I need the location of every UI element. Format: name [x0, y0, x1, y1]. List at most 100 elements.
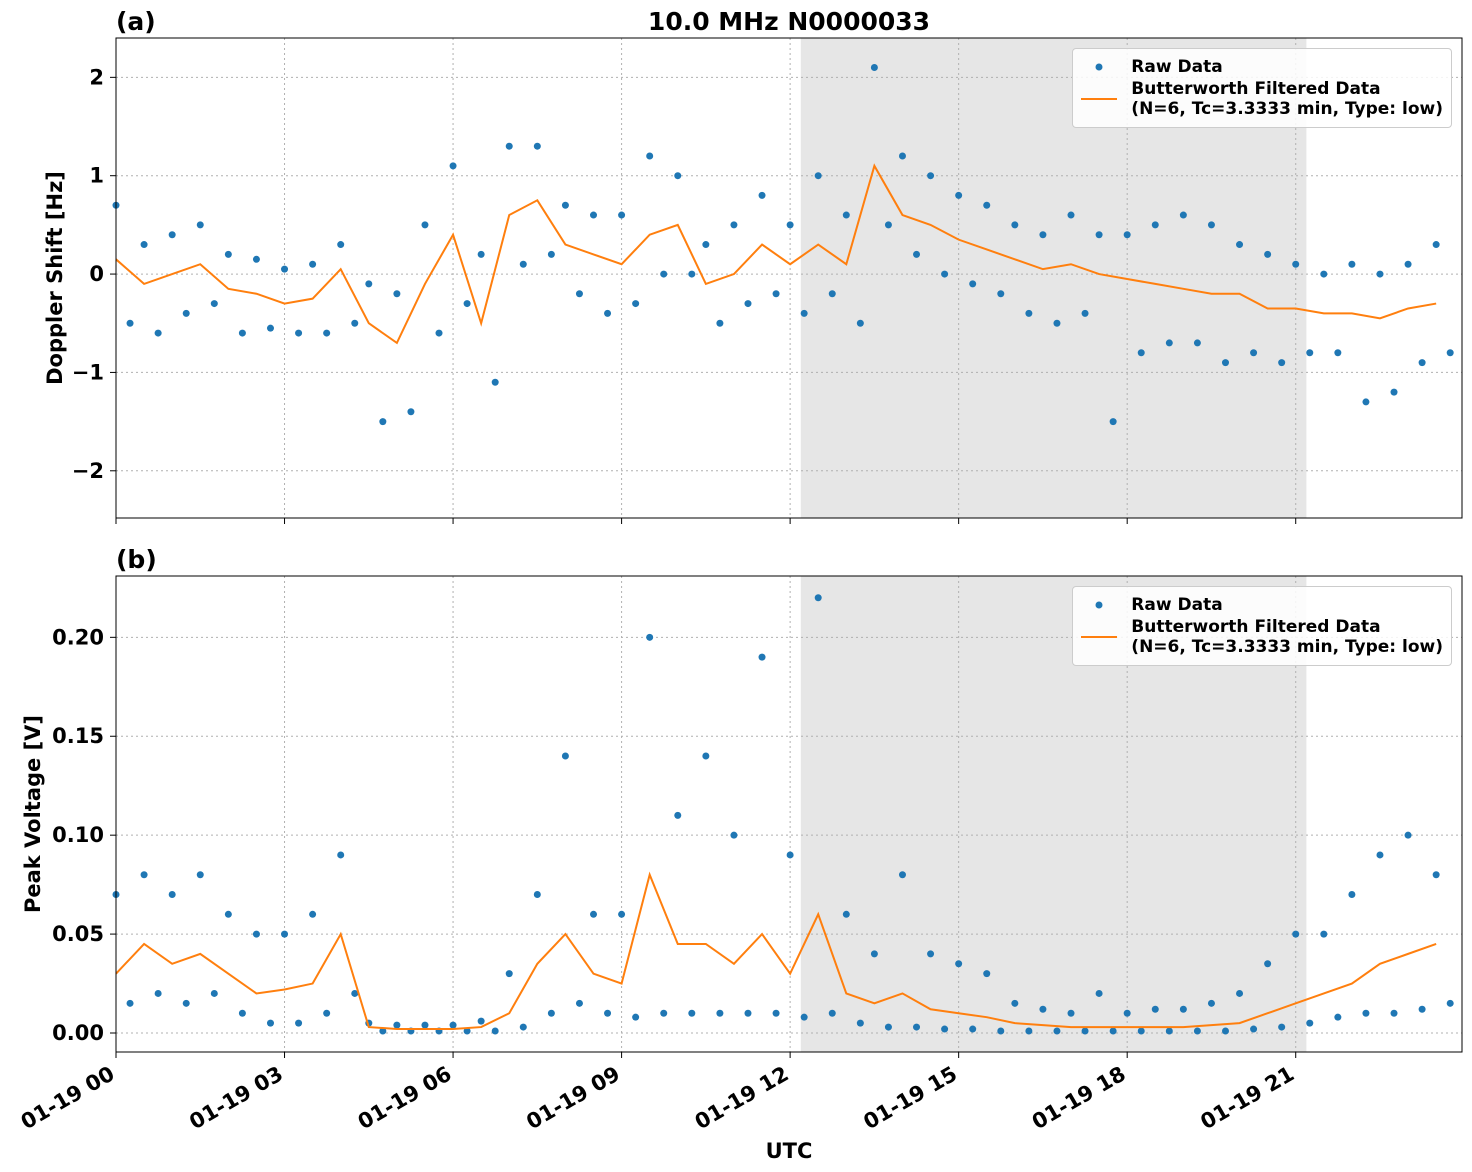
raw-point [1025, 1027, 1033, 1035]
raw-point [1404, 831, 1412, 839]
y-tick-label: 0.20 [52, 625, 104, 649]
raw-point [505, 142, 513, 150]
raw-point [224, 250, 232, 258]
raw-point [632, 1013, 640, 1021]
raw-point [252, 255, 260, 263]
raw-point [351, 989, 359, 997]
raw-point [126, 319, 134, 327]
raw-point [1432, 871, 1440, 879]
raw-point [1137, 1027, 1145, 1035]
raw-point [561, 752, 569, 760]
raw-point [1236, 241, 1244, 249]
raw-point [1418, 1005, 1426, 1013]
x-tick-label: 01-19 15 [859, 1062, 961, 1135]
raw-point [1236, 989, 1244, 997]
x-tick-label: 01-19 21 [1196, 1062, 1298, 1135]
raw-point [997, 290, 1005, 298]
raw-point [913, 1023, 921, 1031]
raw-point [997, 1027, 1005, 1035]
raw-point [393, 1021, 401, 1029]
legend-marker [1095, 601, 1103, 609]
raw-point [1292, 260, 1300, 268]
raw-point [842, 910, 850, 918]
legend-label: Butterworth Filtered Data (N=6, Tc=3.333… [1131, 617, 1443, 657]
raw-point [983, 201, 991, 209]
raw-point [140, 871, 148, 879]
raw-point [744, 300, 752, 308]
y-axis-label: Doppler Shift [Hz] [43, 171, 67, 385]
raw-point [1025, 309, 1033, 317]
raw-point [1446, 349, 1454, 357]
raw-point [140, 241, 148, 249]
raw-point [337, 851, 345, 859]
raw-point [1221, 359, 1229, 367]
raw-point [758, 653, 766, 661]
raw-point [870, 64, 878, 72]
raw-point [730, 221, 738, 229]
raw-point [660, 1009, 668, 1017]
raw-point [323, 329, 331, 337]
raw-point [1067, 211, 1075, 219]
raw-point [477, 1017, 485, 1025]
legend-label: Butterworth Filtered Data (N=6, Tc=3.333… [1131, 79, 1443, 119]
raw-point [786, 221, 794, 229]
raw-point [463, 1027, 471, 1035]
raw-point [281, 265, 289, 273]
x-tick-label: 01-19 03 [185, 1062, 287, 1135]
raw-point [828, 290, 836, 298]
raw-point [449, 1021, 457, 1029]
raw-point [1390, 1009, 1398, 1017]
legend-entry: Butterworth Filtered Data (N=6, Tc=3.333… [1081, 79, 1443, 119]
raw-point [561, 201, 569, 209]
raw-point [1165, 339, 1173, 347]
raw-point [421, 221, 429, 229]
raw-point [1109, 418, 1117, 426]
y-tick-label: 0.15 [52, 724, 104, 748]
raw-point [435, 329, 443, 337]
raw-point [533, 142, 541, 150]
y-tick-label: −2 [72, 459, 104, 483]
axes-frame [115, 37, 1463, 519]
raw-point [1193, 1027, 1201, 1035]
raw-point [1095, 989, 1103, 997]
legend-label: Raw Data [1131, 595, 1223, 615]
raw-point [1137, 349, 1145, 357]
raw-point [168, 231, 176, 239]
legend-key [1081, 98, 1118, 100]
raw-point [1264, 960, 1272, 968]
legend-label: Raw Data [1131, 57, 1223, 77]
raw-point [1390, 388, 1398, 396]
chart-title: 10.0 MHz N0000033 [648, 7, 930, 36]
raw-point [323, 1009, 331, 1017]
raw-point [295, 329, 303, 337]
raw-point [702, 752, 710, 760]
x-tick-label: 01-19 18 [1028, 1062, 1130, 1135]
x-tick-label: 01-19 12 [691, 1062, 793, 1135]
raw-point [224, 910, 232, 918]
legend: Raw Data Butterworth Filtered Data (N=6, … [1072, 48, 1452, 128]
raw-point [660, 270, 668, 278]
raw-point [969, 1025, 977, 1033]
raw-point [1334, 1013, 1342, 1021]
axes-frame [115, 575, 1463, 1053]
raw-point [196, 221, 204, 229]
raw-point [449, 162, 457, 170]
raw-point [618, 211, 626, 219]
x-tick-label: 01-19 06 [354, 1062, 456, 1135]
raw-point [1179, 211, 1187, 219]
raw-point [421, 1021, 429, 1029]
raw-point [646, 633, 654, 641]
raw-point [1039, 231, 1047, 239]
raw-point [491, 378, 499, 386]
raw-point [702, 241, 710, 249]
raw-point [856, 1019, 864, 1027]
raw-point [604, 309, 612, 317]
raw-point [828, 1009, 836, 1017]
raw-point [252, 930, 260, 938]
raw-point [814, 172, 822, 180]
raw-point [379, 418, 387, 426]
raw-point [1123, 1009, 1131, 1017]
raw-point [168, 891, 176, 899]
raw-point [1250, 1025, 1258, 1033]
